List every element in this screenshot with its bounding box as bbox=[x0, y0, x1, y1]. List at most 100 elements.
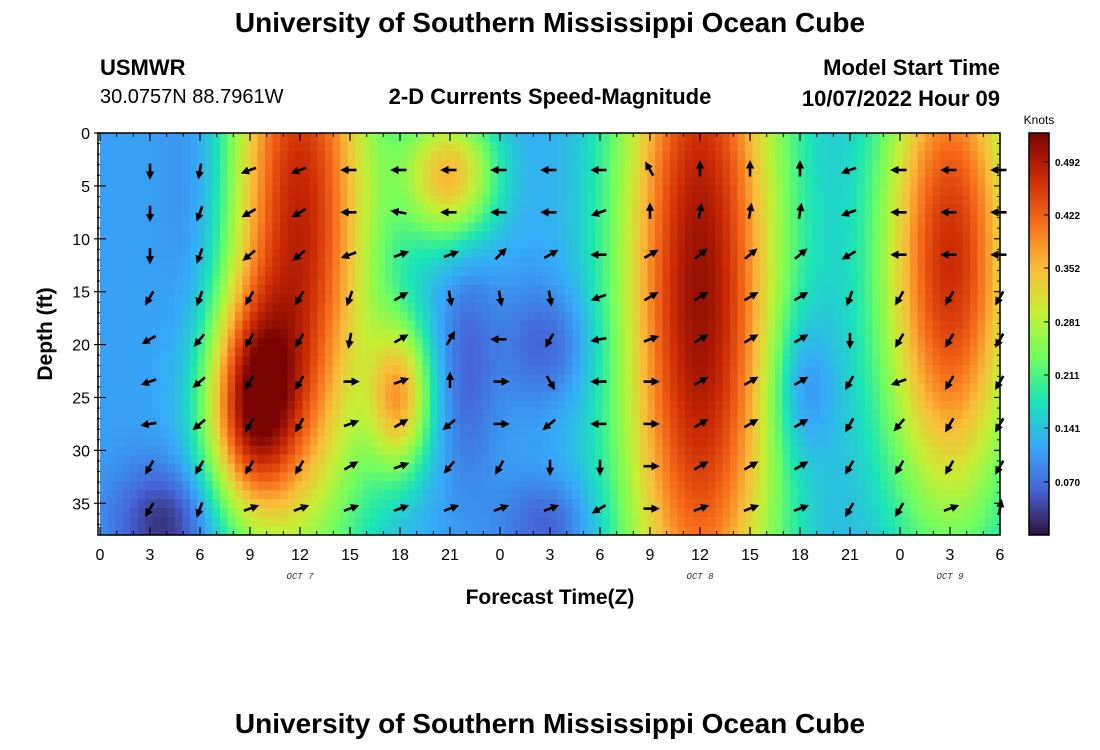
heatmap-cell bbox=[302, 258, 311, 268]
heatmap-cell bbox=[797, 365, 806, 375]
heatmap-cell bbox=[265, 427, 274, 438]
heatmap-cell bbox=[115, 213, 124, 223]
heatmap-cell bbox=[212, 329, 221, 340]
heatmap-cell bbox=[460, 222, 469, 232]
heatmap-cell bbox=[782, 481, 791, 491]
heatmap-cell bbox=[242, 329, 251, 340]
heatmap-cell bbox=[497, 204, 506, 214]
heatmap-cell bbox=[565, 320, 574, 331]
heatmap-cell bbox=[662, 445, 671, 456]
heatmap-cell bbox=[910, 302, 919, 313]
heatmap-cell bbox=[715, 445, 724, 456]
heatmap-cell bbox=[812, 365, 821, 375]
heatmap-cell bbox=[377, 195, 386, 206]
heatmap-cell bbox=[662, 320, 671, 331]
heatmap-cell bbox=[737, 463, 746, 474]
heatmap-cell bbox=[580, 258, 589, 268]
heatmap-cell bbox=[355, 499, 364, 509]
heatmap-cell bbox=[812, 133, 821, 143]
heatmap-cell bbox=[490, 374, 499, 384]
heatmap-cell bbox=[580, 463, 589, 474]
heatmap-cell bbox=[662, 427, 671, 438]
heatmap-cell bbox=[977, 240, 986, 250]
heatmap-cell bbox=[422, 240, 431, 250]
heatmap-cell bbox=[962, 150, 971, 161]
heatmap-cell bbox=[850, 418, 859, 429]
heatmap-cell bbox=[850, 463, 859, 474]
heatmap-cell bbox=[992, 267, 1001, 277]
heatmap-cell bbox=[122, 418, 131, 429]
heatmap-cell bbox=[902, 267, 911, 277]
heatmap-cell bbox=[820, 320, 829, 331]
heatmap-cell bbox=[167, 454, 176, 465]
heatmap-cell bbox=[632, 365, 641, 375]
heatmap-cell bbox=[302, 445, 311, 456]
heatmap-cell bbox=[137, 302, 146, 313]
heatmap-cell bbox=[932, 168, 941, 179]
heatmap-cell bbox=[760, 436, 769, 447]
heatmap-cell bbox=[715, 186, 724, 197]
heatmap-cell bbox=[325, 249, 334, 259]
heatmap-cell bbox=[490, 490, 499, 500]
heatmap-cell bbox=[970, 329, 979, 340]
heatmap-cell bbox=[940, 454, 949, 465]
heatmap-cell bbox=[670, 141, 679, 152]
heatmap-cell bbox=[490, 499, 499, 509]
heatmap-cell bbox=[542, 329, 551, 340]
heatmap-cell bbox=[325, 293, 334, 304]
heatmap-cell bbox=[580, 141, 589, 152]
model-start-label: Model Start Time bbox=[823, 55, 1000, 80]
heatmap-cell bbox=[220, 204, 229, 214]
heatmap-cell bbox=[842, 392, 851, 402]
heatmap-cell bbox=[212, 267, 221, 277]
heatmap-cell bbox=[152, 186, 161, 197]
heatmap-cell bbox=[992, 240, 1001, 250]
heatmap-cell bbox=[505, 258, 514, 268]
heatmap-cell bbox=[992, 311, 1001, 322]
heatmap-cell bbox=[947, 168, 956, 179]
heatmap-cell bbox=[865, 177, 874, 188]
heatmap-cell bbox=[520, 302, 529, 313]
heatmap-cell bbox=[722, 302, 731, 313]
heatmap-cell bbox=[385, 454, 394, 465]
heatmap-cell bbox=[685, 133, 694, 143]
heatmap-cell bbox=[670, 338, 679, 348]
heatmap-cell bbox=[655, 481, 664, 491]
heatmap-cell bbox=[310, 133, 319, 143]
heatmap-cell bbox=[700, 311, 709, 322]
heatmap-cell bbox=[677, 338, 686, 348]
heatmap-cell bbox=[887, 267, 896, 277]
heatmap-cell bbox=[220, 240, 229, 250]
heatmap-cell bbox=[182, 284, 191, 295]
heatmap-cell bbox=[250, 436, 259, 447]
heatmap-cell bbox=[460, 365, 469, 375]
heatmap-cell bbox=[617, 159, 626, 170]
heatmap-cell bbox=[797, 222, 806, 232]
heatmap-cell bbox=[557, 338, 566, 348]
heatmap-cell bbox=[475, 401, 484, 411]
heatmap-cell bbox=[775, 338, 784, 348]
heatmap-cell bbox=[572, 401, 581, 411]
heatmap-cell bbox=[850, 240, 859, 250]
heatmap-cell bbox=[512, 141, 521, 152]
heatmap-cell bbox=[385, 374, 394, 384]
heatmap-cell bbox=[872, 383, 881, 393]
heatmap-cell bbox=[257, 401, 266, 411]
heatmap-cell bbox=[340, 150, 349, 161]
heatmap-cell bbox=[805, 293, 814, 304]
heatmap-cell bbox=[767, 150, 776, 161]
heatmap-cell bbox=[985, 231, 994, 241]
heatmap-cell bbox=[850, 258, 859, 268]
heatmap-cell bbox=[587, 186, 596, 197]
heatmap-cell bbox=[572, 302, 581, 313]
heatmap-cell bbox=[460, 499, 469, 509]
heatmap-cell bbox=[272, 222, 281, 232]
heatmap-cell bbox=[400, 213, 409, 223]
heatmap-cell bbox=[205, 159, 214, 170]
heatmap-cell bbox=[370, 445, 379, 456]
heatmap-cell bbox=[430, 472, 439, 482]
heatmap-cell bbox=[115, 418, 124, 429]
heatmap-cell bbox=[775, 427, 784, 438]
heatmap-cell bbox=[332, 311, 341, 322]
heatmap-cell bbox=[865, 463, 874, 474]
